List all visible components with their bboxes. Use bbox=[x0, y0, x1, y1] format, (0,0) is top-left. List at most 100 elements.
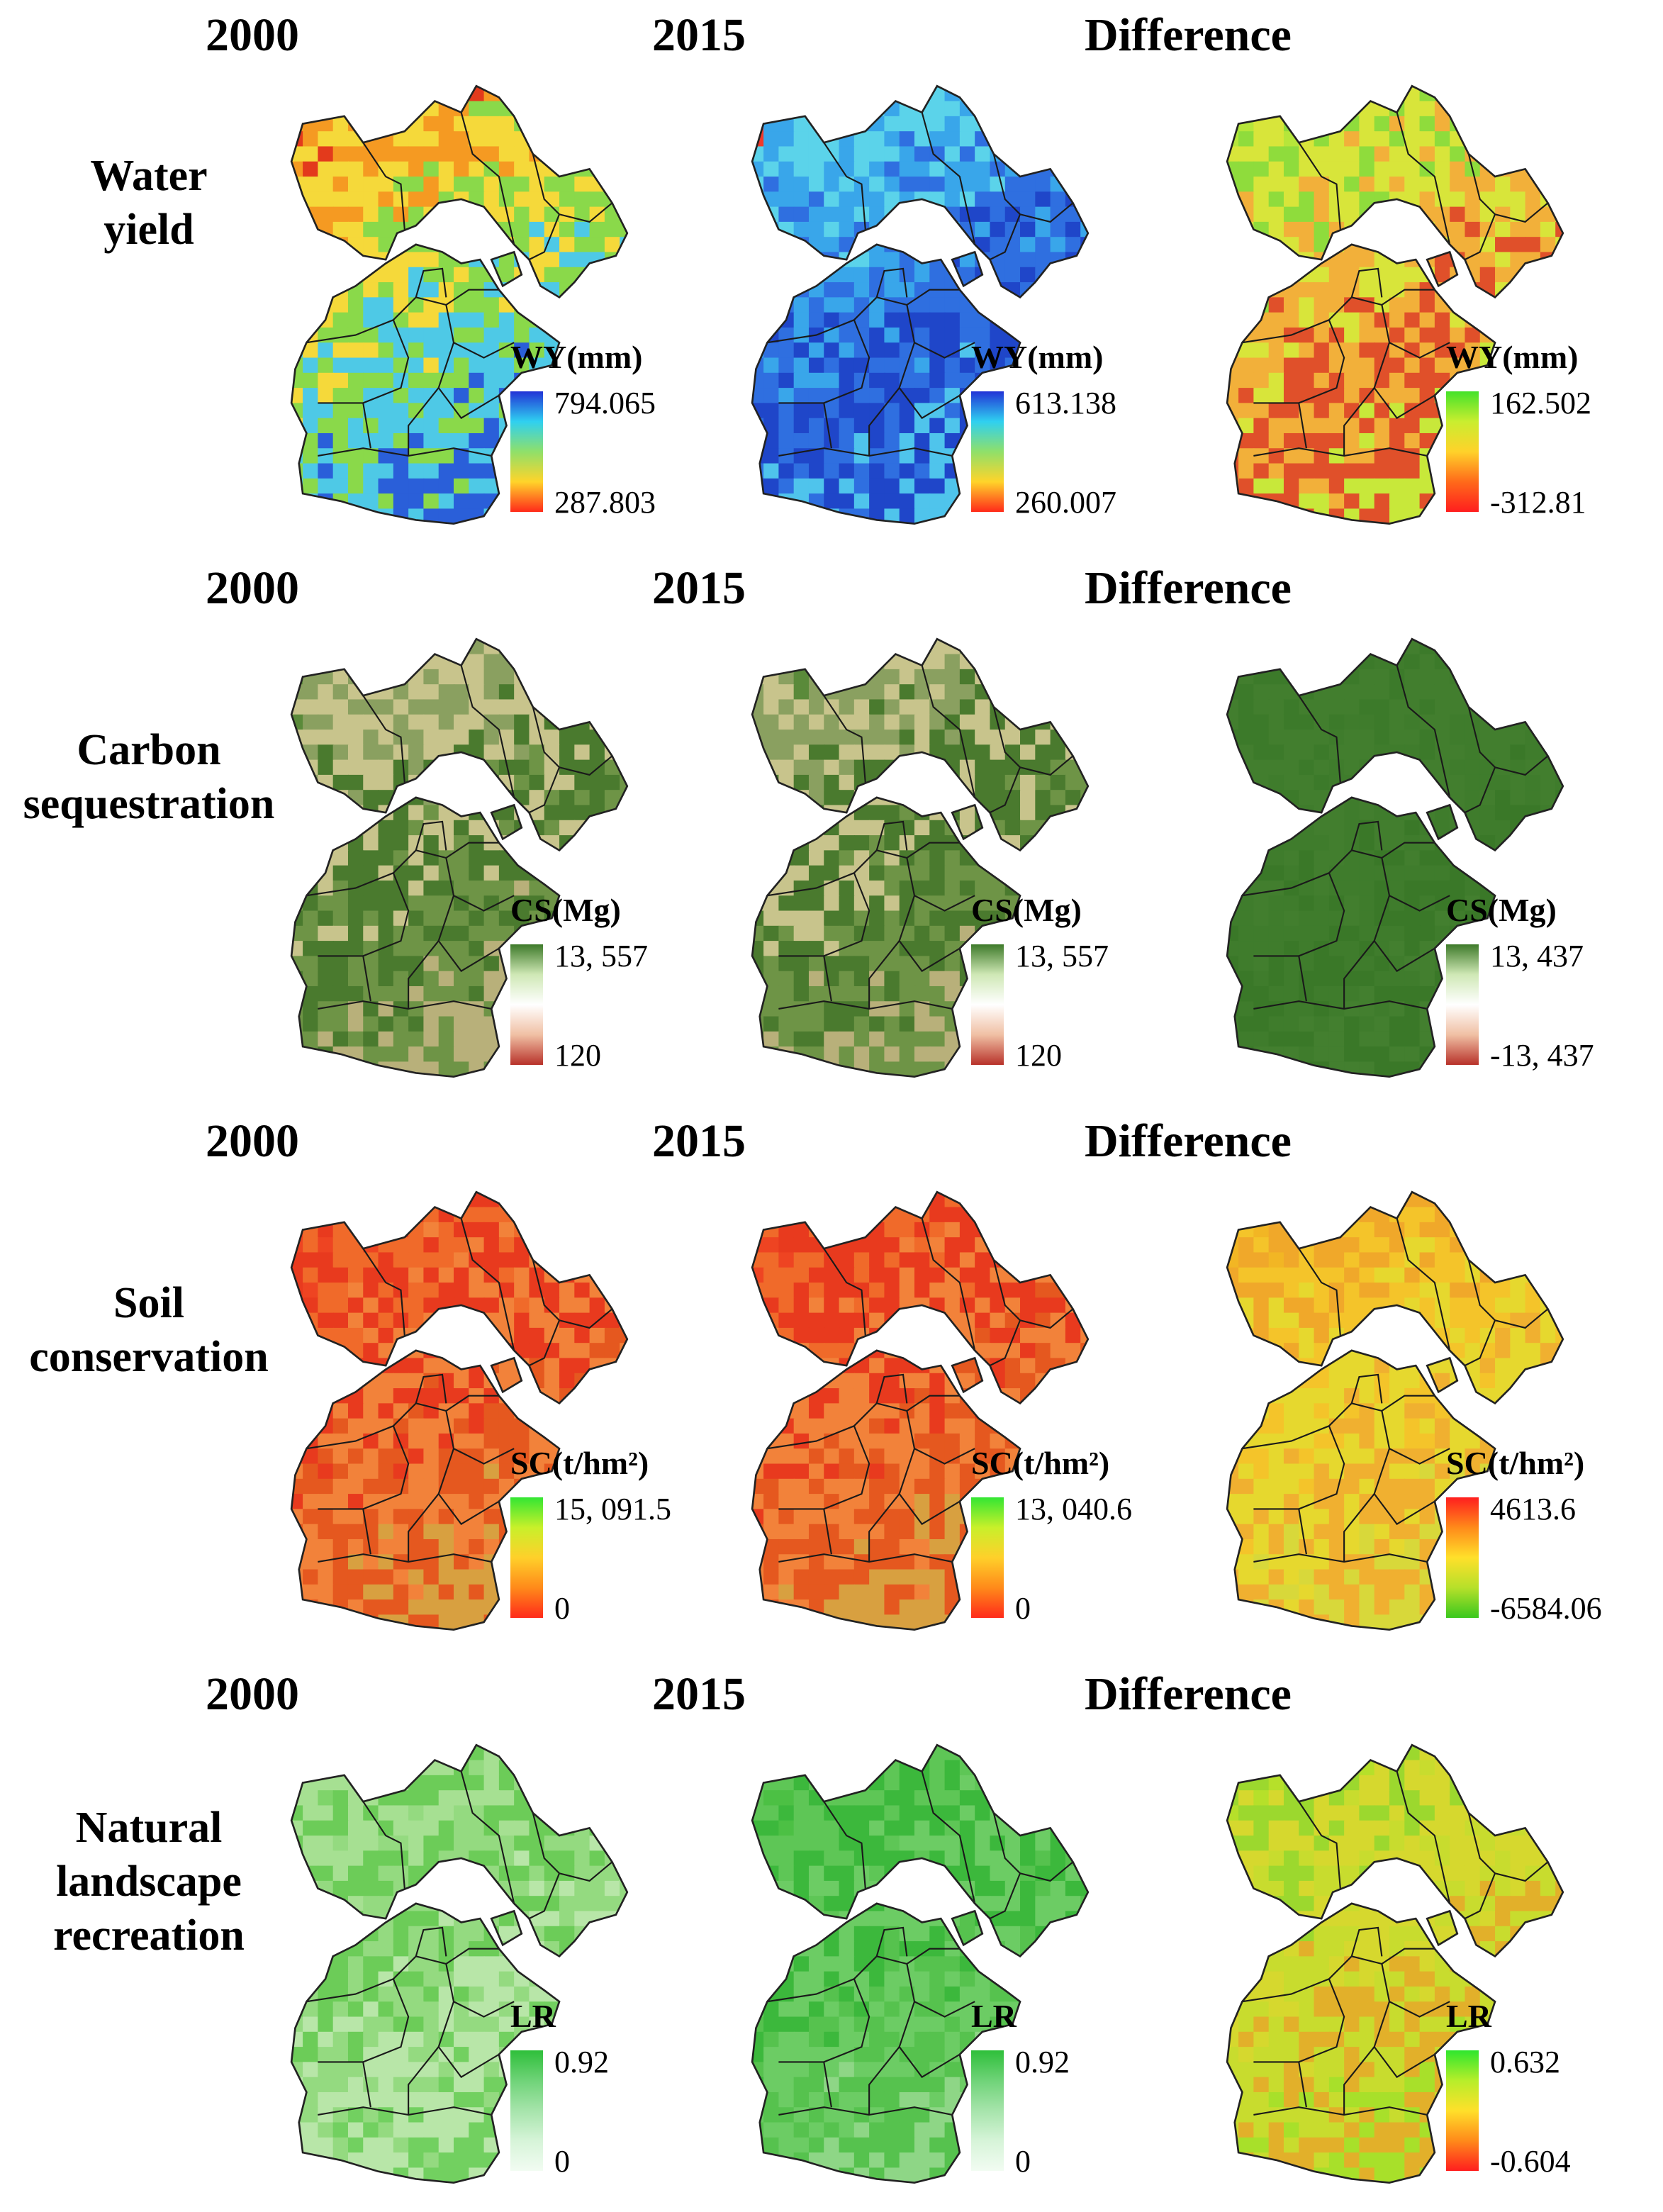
map-cell bbox=[303, 699, 319, 715]
map-cell bbox=[498, 714, 515, 731]
map-cell bbox=[1419, 895, 1435, 912]
map-cell bbox=[1299, 161, 1315, 178]
map-cell bbox=[1404, 730, 1421, 746]
map-cell bbox=[1328, 639, 1345, 655]
map-cell bbox=[990, 895, 1006, 912]
map-cell bbox=[1540, 297, 1557, 313]
map-cell bbox=[1465, 297, 1481, 313]
map-cell bbox=[469, 774, 485, 791]
map-cell bbox=[303, 388, 319, 404]
map-cell bbox=[1495, 116, 1511, 133]
map-cell bbox=[469, 131, 485, 147]
map-cell bbox=[1510, 177, 1526, 193]
map-cell bbox=[1434, 342, 1451, 359]
map-cell bbox=[752, 639, 765, 640]
map-cell bbox=[332, 1373, 349, 1390]
map-cell bbox=[869, 432, 885, 449]
map-cell bbox=[559, 237, 576, 253]
map-cell bbox=[1450, 342, 1466, 359]
map-cell bbox=[559, 146, 576, 162]
map-cell bbox=[1359, 86, 1375, 102]
map-cell bbox=[438, 1046, 455, 1063]
map-cell bbox=[483, 925, 500, 942]
map-cell bbox=[393, 1001, 410, 1017]
map-cell bbox=[1359, 403, 1375, 419]
map-cell bbox=[1268, 357, 1285, 374]
region-outline bbox=[290, 84, 629, 525]
map-cell bbox=[1299, 835, 1315, 851]
map-cell bbox=[839, 910, 855, 927]
map-cell bbox=[824, 730, 840, 746]
map-cell bbox=[1389, 1001, 1406, 1017]
map-cell bbox=[1465, 790, 1481, 806]
map-cell bbox=[303, 639, 319, 640]
map-cell bbox=[1495, 86, 1511, 102]
map-cell bbox=[529, 639, 545, 640]
map-cell bbox=[604, 699, 621, 715]
map-cell bbox=[869, 418, 885, 435]
map-cell bbox=[273, 1222, 289, 1238]
map-cell bbox=[1314, 86, 1330, 87]
map-cell bbox=[318, 432, 334, 449]
map-cell bbox=[734, 1017, 749, 1032]
map-cell bbox=[1050, 669, 1066, 686]
map-cell bbox=[291, 1373, 304, 1390]
map-cell bbox=[347, 699, 364, 715]
map-cell bbox=[574, 101, 590, 117]
map-cell bbox=[808, 448, 825, 464]
map-cell bbox=[752, 508, 765, 524]
map-cell bbox=[333, 1077, 349, 1092]
map-cell bbox=[1238, 850, 1255, 866]
map-cell bbox=[763, 639, 780, 640]
map-cell bbox=[1209, 524, 1224, 539]
map-cell bbox=[884, 880, 900, 897]
map-cell bbox=[734, 1061, 749, 1077]
map-cell bbox=[1450, 759, 1466, 776]
map-cell bbox=[1314, 432, 1330, 449]
map-cell bbox=[454, 372, 470, 389]
map-cell bbox=[853, 297, 870, 313]
map-cell bbox=[778, 282, 795, 298]
map-cell bbox=[363, 880, 379, 897]
map-cell bbox=[303, 714, 319, 731]
map-cell bbox=[1283, 312, 1300, 328]
map-cell bbox=[1540, 116, 1557, 133]
map-cell bbox=[778, 403, 795, 419]
map-cell bbox=[514, 191, 530, 208]
map-cell bbox=[273, 1061, 289, 1077]
map-cell bbox=[839, 1077, 855, 1092]
map-cell bbox=[734, 820, 749, 836]
map-cell bbox=[469, 925, 485, 942]
map-cell bbox=[1555, 639, 1563, 640]
map-cell bbox=[1389, 774, 1406, 791]
map-cell bbox=[393, 1403, 410, 1419]
map-cell bbox=[332, 744, 349, 761]
map-cell bbox=[990, 252, 1006, 268]
map-cell bbox=[620, 1358, 627, 1374]
map-cell bbox=[1328, 101, 1345, 117]
map-cell bbox=[1495, 684, 1511, 700]
map-cell bbox=[423, 1388, 439, 1404]
map-cell bbox=[438, 684, 455, 700]
map-cell bbox=[1540, 177, 1557, 193]
map-cell bbox=[544, 1192, 561, 1193]
map-cell bbox=[1065, 730, 1082, 746]
map-cell bbox=[332, 985, 349, 1002]
map-cell bbox=[1080, 252, 1088, 268]
legend-title: CS(Mg) bbox=[1446, 892, 1557, 928]
map-cell bbox=[1035, 790, 1051, 806]
map-cell bbox=[559, 1192, 576, 1208]
map-cell bbox=[1555, 865, 1563, 881]
map-cell bbox=[378, 639, 394, 655]
map-cell bbox=[1209, 1001, 1224, 1017]
map-cell bbox=[899, 714, 916, 731]
map-cell bbox=[574, 639, 590, 655]
map-cell bbox=[929, 372, 946, 389]
map-cell bbox=[899, 342, 916, 359]
map-cell bbox=[378, 493, 394, 510]
map-cell bbox=[1404, 759, 1421, 776]
map-cell bbox=[1359, 910, 1375, 927]
map-cell bbox=[1268, 730, 1285, 746]
map-cell bbox=[1450, 714, 1466, 731]
